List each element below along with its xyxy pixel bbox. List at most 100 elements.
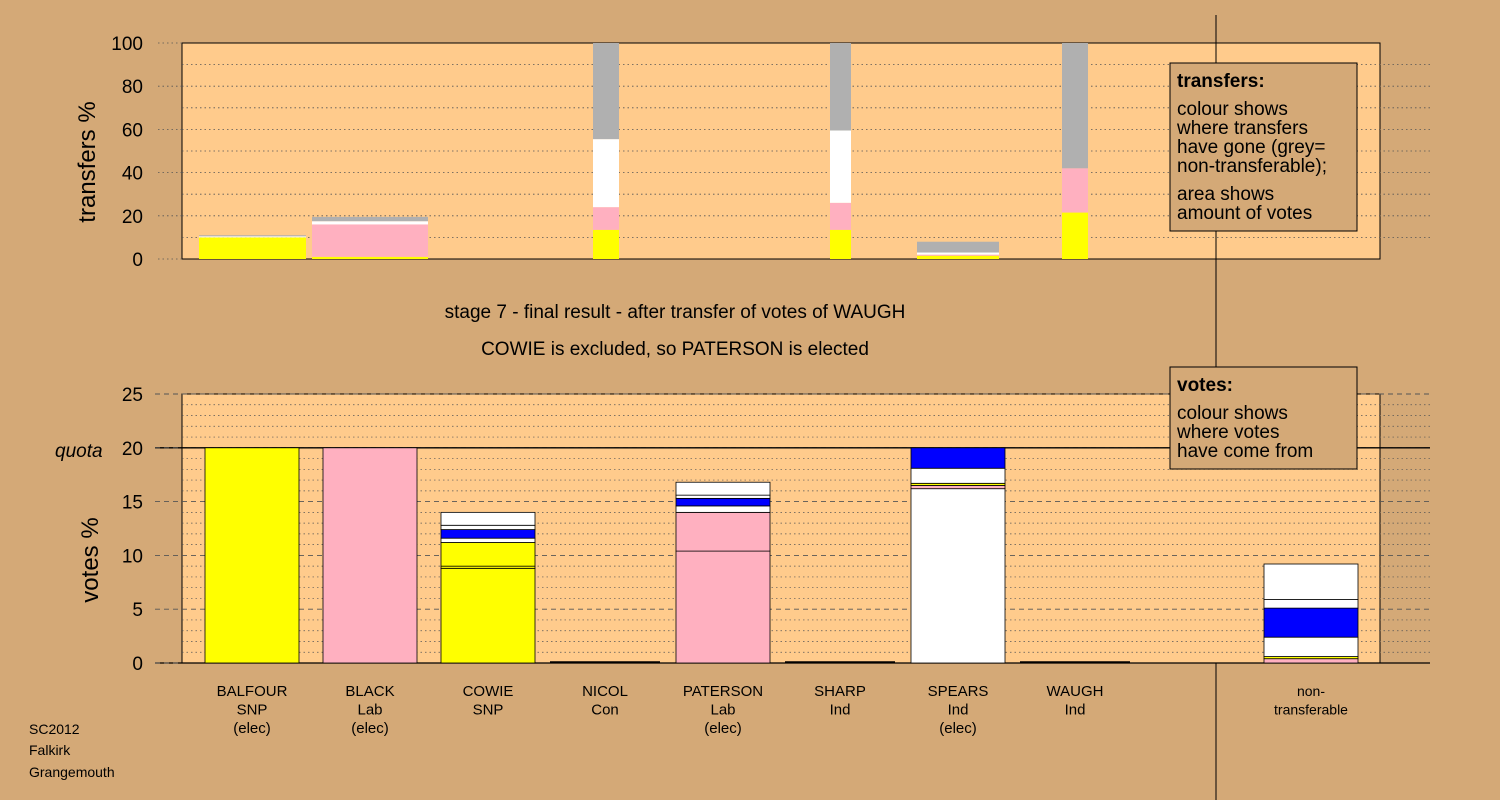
transfer-segment (830, 229, 851, 259)
y-tick-label: 5 (132, 600, 143, 621)
transfers-legend-line: amount of votes (1177, 203, 1312, 224)
transfer-segment (830, 130, 851, 203)
transfer-bar-nicol (593, 43, 619, 259)
y-tick-label: 0 (132, 654, 143, 675)
transfer-segment (312, 256, 428, 259)
candidate-label: Ind (830, 702, 851, 719)
vote-segment (910, 485, 1006, 490)
candidate-label: NICOL (582, 683, 628, 700)
transfers-legend: transfers: colour shows where transfers … (1169, 62, 1358, 232)
vote-segment (440, 537, 536, 543)
transfer-segment (312, 221, 428, 225)
y-tick-label: 10 (122, 546, 143, 567)
candidate-label: Lab (710, 702, 735, 719)
result-heading: COWIE is excluded, so PATERSON is electe… (481, 339, 869, 360)
candidate-label: SNP (237, 702, 268, 719)
vote-segment (910, 488, 1006, 664)
transfers-y-axis-label: transfers % (74, 101, 101, 222)
vote-segment (675, 494, 771, 499)
votes-bars (204, 447, 1359, 664)
vote-segment (1263, 607, 1359, 638)
vote-segment (675, 481, 771, 496)
y-tick-label: 40 (122, 164, 143, 185)
transfer-segment (312, 224, 428, 257)
vote-bar-paterson (675, 481, 771, 664)
transfer-segment (593, 229, 619, 259)
vote-segment (440, 567, 536, 664)
vote-segment (910, 467, 1006, 484)
vote-segment (322, 447, 418, 664)
y-tick-label: 100 (111, 34, 143, 55)
footer-election: SC2012 (29, 721, 80, 737)
y-tick-label: 25 (122, 385, 143, 406)
transfer-segment (917, 252, 999, 255)
transfer-bar-balfour (199, 235, 306, 259)
votes-y-axis: 0 5 10 15 20 25 (122, 385, 182, 675)
vote-segment (440, 511, 536, 526)
candidate-label: Con (591, 702, 619, 719)
votes-legend-line: have come from (1177, 441, 1313, 462)
transfer-bar-sharp (830, 43, 851, 259)
stage-heading: stage 7 - final result - after transfer … (445, 302, 906, 323)
vote-segment (440, 529, 536, 539)
candidate-label: (elec) (233, 720, 271, 737)
transfers-y-axis: 0 20 40 60 80 100 (111, 34, 182, 271)
vote-segment (675, 505, 771, 513)
transfer-segment (199, 235, 306, 237)
vote-bar-non (1263, 563, 1359, 664)
vote-segment (1263, 599, 1359, 609)
votes-legend-box (1169, 366, 1358, 470)
vote-segment (204, 447, 300, 664)
y-tick-label: 20 (122, 207, 143, 228)
vote-bar-black (322, 447, 418, 664)
vote-segment (1263, 563, 1359, 600)
candidate-label: non- (1297, 683, 1325, 699)
votes-y-axis-label: votes % (77, 517, 104, 602)
transfer-segment (917, 255, 999, 259)
candidate-label: BALFOUR (217, 683, 288, 700)
candidate-label: SNP (473, 702, 504, 719)
y-tick-label: 80 (122, 77, 143, 98)
candidate-label: SPEARS (928, 683, 989, 700)
transfers-bars (199, 43, 1088, 259)
candidate-label: PATERSON (683, 683, 763, 700)
votes-legend: votes: colour shows where votes have com… (1169, 366, 1358, 470)
transfer-segment (830, 43, 851, 131)
vote-segment (440, 542, 536, 567)
vote-bar-cowie (440, 511, 536, 664)
footer-ward: Grangemouth (29, 764, 115, 780)
y-tick-label: 60 (122, 120, 143, 141)
transfer-segment (199, 237, 306, 259)
transfers-legend-line: non-transferable); (1177, 156, 1327, 177)
candidate-label: Ind (948, 702, 969, 719)
transfer-segment (830, 202, 851, 230)
transfers-legend-box (1169, 62, 1358, 232)
transfer-segment (312, 216, 428, 222)
y-tick-label: 20 (122, 439, 143, 460)
transfer-bar-cowie (917, 241, 999, 259)
vote-bar-balfour (204, 447, 300, 664)
votes-legend-line: where votes (1176, 422, 1279, 443)
candidate-label: WAUGH (1047, 683, 1104, 700)
candidate-label: (elec) (704, 720, 742, 737)
quota-label: quota (55, 441, 103, 462)
candidate-label: SHARP (814, 683, 866, 700)
transfer-bar-waugh (1062, 43, 1088, 259)
transfers-legend-title: transfers: (1177, 71, 1265, 92)
transfers-legend-line: colour shows (1177, 99, 1288, 120)
candidate-label: (elec) (939, 720, 977, 737)
candidate-label: transferable (1274, 702, 1348, 718)
vote-segment (1263, 636, 1359, 657)
vote-segment (1263, 658, 1359, 664)
transfers-legend-line: where transfers (1176, 118, 1308, 139)
candidate-label: Lab (357, 702, 382, 719)
transfer-segment (917, 241, 999, 253)
transfer-segment (593, 207, 619, 230)
vote-segment (675, 511, 771, 552)
transfer-segment (593, 43, 619, 140)
transfer-segment (917, 254, 999, 256)
candidate-label: (elec) (351, 720, 389, 737)
y-tick-label: 15 (122, 493, 143, 514)
vote-bar-spears (910, 447, 1006, 664)
transfer-segment (593, 139, 619, 208)
